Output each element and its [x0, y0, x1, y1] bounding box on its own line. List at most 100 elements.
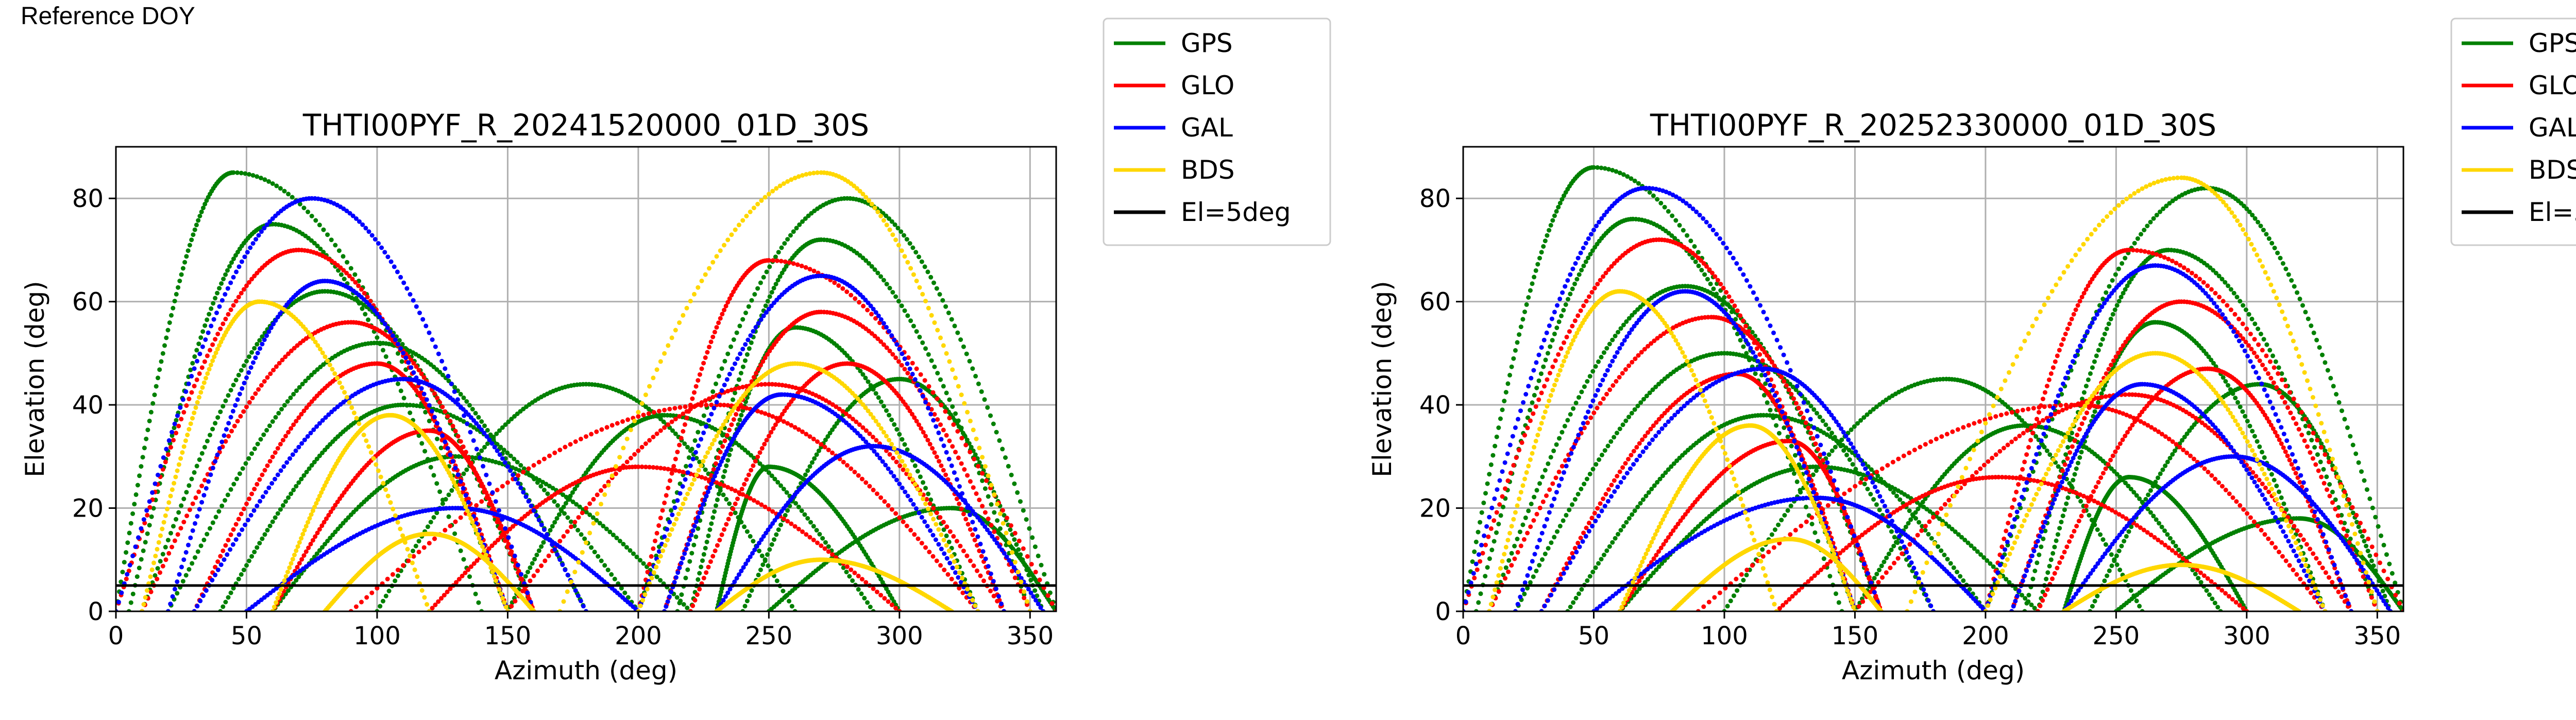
data-point: [248, 513, 253, 518]
data-point: [506, 419, 511, 424]
data-point: [450, 423, 455, 428]
data-point: [323, 354, 328, 359]
data-point: [717, 538, 722, 543]
data-point: [136, 535, 141, 540]
data-point: [958, 337, 963, 342]
data-point: [887, 348, 892, 353]
data-point: [350, 213, 355, 218]
data-point: [280, 438, 285, 443]
data-point: [862, 595, 867, 601]
data-point: [658, 578, 663, 583]
data-point: [199, 500, 205, 505]
data-point: [654, 367, 659, 372]
data-point: [286, 588, 291, 593]
data-point: [446, 514, 451, 519]
data-point: [430, 337, 435, 342]
data-point: [869, 201, 874, 207]
data-point: [217, 286, 222, 291]
data-point: [857, 422, 862, 427]
data-point: [769, 430, 774, 435]
data-point: [674, 595, 680, 600]
data-point: [968, 418, 973, 423]
data-point: [396, 341, 400, 347]
data-point: [688, 402, 693, 407]
data-point: [602, 484, 607, 489]
data-point: [914, 279, 919, 283]
data-point: [973, 527, 978, 532]
data-point: [463, 493, 468, 498]
data-point: [677, 565, 682, 571]
data-point: [258, 499, 262, 504]
data-point: [283, 499, 288, 504]
data-point: [179, 417, 184, 422]
data-point: [860, 255, 866, 261]
data-point: [957, 484, 962, 489]
data-point: [218, 554, 223, 559]
data-point: [577, 504, 582, 509]
data-point: [154, 384, 159, 389]
data-point: [755, 500, 760, 505]
data-point: [480, 544, 485, 549]
data-point: [326, 412, 331, 417]
data-point: [628, 427, 633, 433]
data-point: [671, 464, 676, 469]
data-point: [903, 489, 908, 494]
data-point: [647, 465, 652, 470]
data-point: [639, 444, 645, 450]
data-point: [453, 428, 458, 434]
data-point: [777, 183, 783, 188]
data-point: [1015, 490, 1020, 495]
arc-bds-1: [140, 299, 432, 611]
data-point: [926, 405, 931, 410]
data-point: [599, 488, 603, 493]
data-point: [823, 437, 828, 442]
data-point: [479, 419, 484, 424]
data-point: [506, 541, 511, 546]
data-point: [778, 522, 783, 527]
data-point: [682, 551, 687, 556]
data-point: [669, 335, 674, 340]
data-point: [578, 598, 583, 604]
data-point: [666, 343, 671, 348]
data-point: [982, 397, 987, 402]
data-point: [503, 526, 508, 531]
data-point: [928, 275, 934, 280]
data-point: [910, 371, 915, 376]
data-point: [518, 485, 523, 490]
data-point: [752, 547, 757, 553]
data-point: [230, 542, 235, 547]
data-point: [456, 490, 462, 495]
data-point: [203, 337, 208, 342]
data-point: [385, 493, 391, 499]
data-point: [930, 554, 936, 559]
data-point: [599, 558, 604, 563]
data-point: [228, 547, 233, 552]
data-point: [875, 270, 880, 276]
data-point: [293, 448, 298, 453]
data-point: [911, 502, 916, 507]
data-point: [967, 358, 972, 364]
data-point: [262, 532, 267, 537]
data-point: [223, 272, 228, 277]
data-point: [201, 493, 207, 498]
data-point: [278, 186, 283, 191]
data-point: [375, 311, 380, 316]
data-point: [164, 447, 169, 452]
data-point: [144, 436, 149, 441]
data-point: [692, 292, 697, 297]
data-point: [737, 417, 742, 422]
data-point: [781, 487, 786, 491]
data-point: [211, 301, 216, 306]
series-glo: [116, 247, 1056, 611]
data-point: [733, 390, 737, 396]
data-point: [743, 311, 748, 315]
data-point: [781, 589, 786, 593]
data-point: [263, 490, 268, 495]
data-point: [166, 438, 172, 443]
data-point: [706, 418, 711, 423]
data-point: [432, 415, 437, 420]
data-point: [775, 278, 781, 283]
data-point: [174, 517, 179, 522]
data-point: [185, 248, 191, 253]
data-point: [171, 438, 176, 443]
